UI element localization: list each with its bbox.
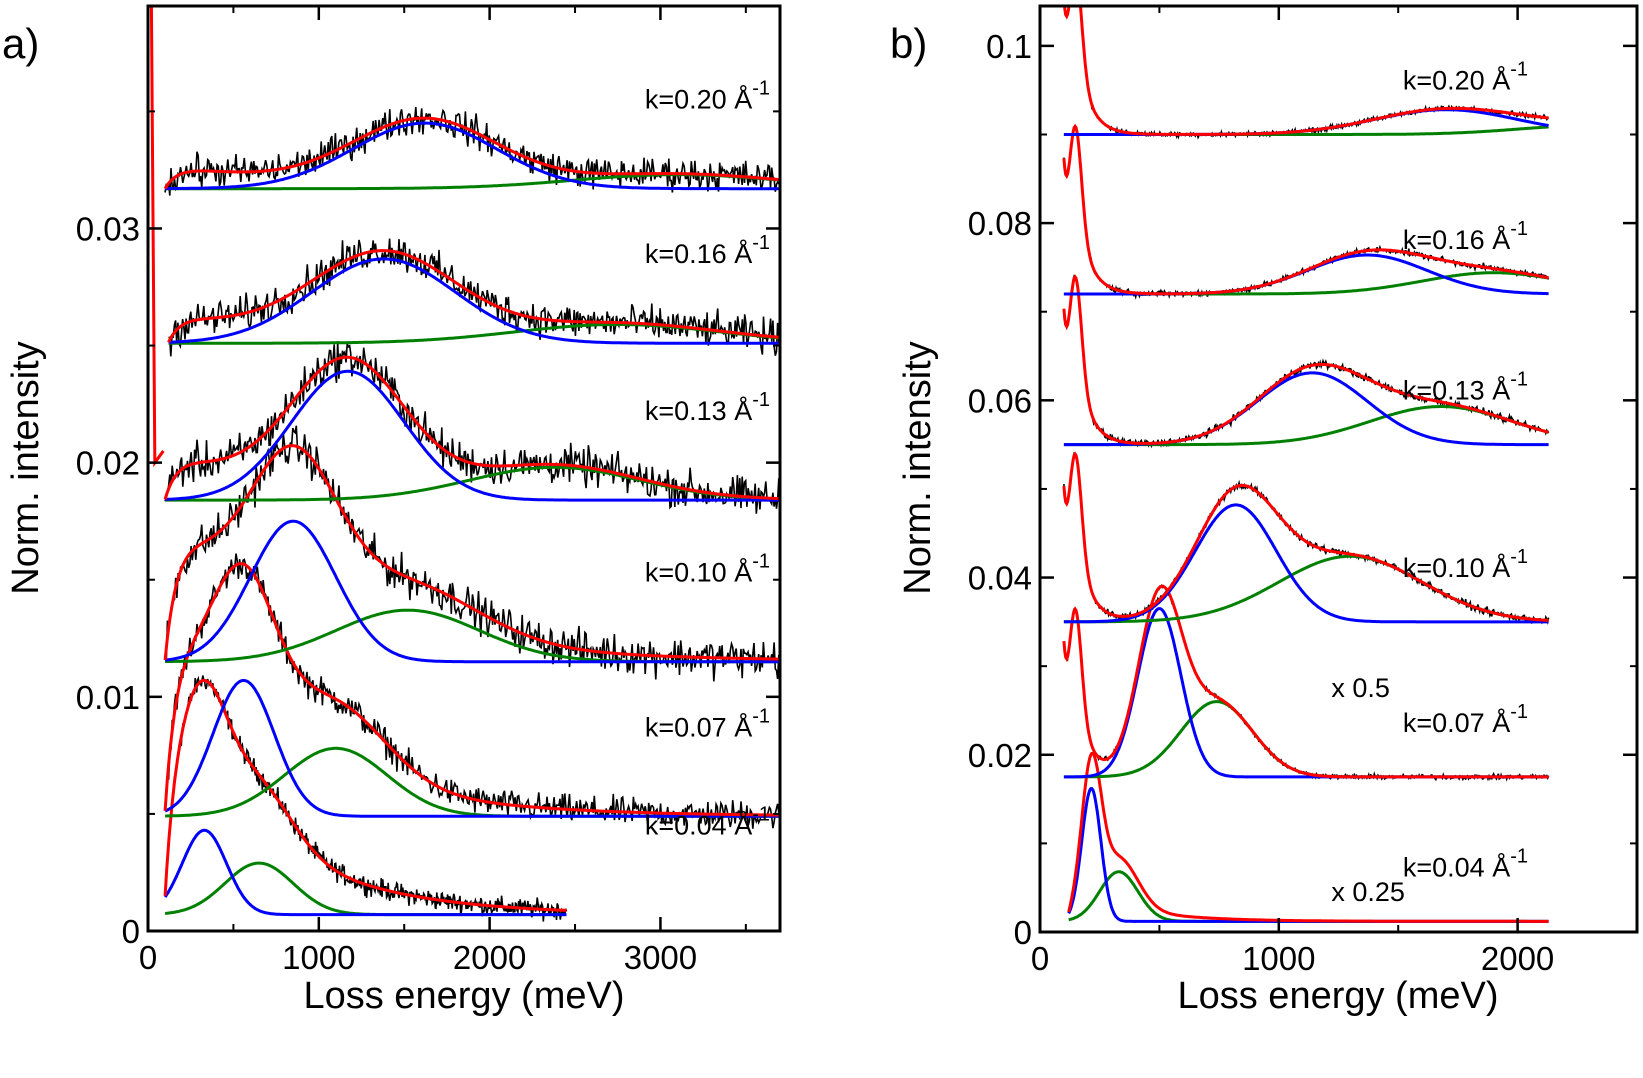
k-label: k=0.16 Å-1: [1403, 218, 1528, 255]
panel-b-ticks: 0 1000 2000 0 0.02 0.04 0.06 0.08 0.1: [968, 6, 1637, 977]
total-fit: [163, 562, 780, 817]
panel-b-curves: [1062, 6, 1550, 923]
k-label: k=0.20 Å-1: [1403, 58, 1528, 95]
k-label-exponent: -1: [1510, 369, 1528, 391]
k-label-exponent: -1: [1510, 701, 1528, 723]
k-label-exponent: -1: [752, 551, 770, 573]
k-label-exponent: -1: [752, 804, 770, 826]
panel-b-scale-annotations: x 0.25 x 0.5: [1331, 673, 1405, 907]
ytick-label: 0: [122, 913, 140, 950]
peak2-fit: [165, 608, 780, 664]
k-label: k=0.10 Å-1: [645, 551, 770, 588]
k-label-exponent: -1: [752, 705, 770, 727]
xtick-label: 2000: [453, 939, 526, 976]
panel-a-frame: [146, 4, 782, 933]
k-label: k=0.04 Å-1: [645, 804, 770, 841]
curve-group: [163, 675, 568, 922]
curve-group: [1062, 451, 1550, 625]
total-fit: [163, 355, 780, 501]
peak1-fit: [164, 519, 780, 664]
ytick-label: 0.1: [986, 28, 1032, 65]
k-label: k=0.13 Å-1: [645, 389, 770, 426]
ytick-label: 0.01: [76, 679, 140, 716]
total-fit: [163, 116, 780, 190]
k-label-exponent: -1: [752, 389, 770, 411]
curve-group: [1067, 751, 1549, 923]
curve-group: [163, 553, 780, 829]
k-label-exponent: -1: [752, 232, 770, 254]
total-fit: [167, 249, 780, 343]
k-label: k=0.07 Å-1: [645, 705, 770, 742]
ytick-label: 0.08: [968, 205, 1032, 242]
panel-a-k-labels: k=0.04 Å-1 k=0.07 Å-1 k=0.10 Å-1 k=0.13 Å-1…: [645, 78, 770, 841]
xtick-label: 0: [139, 939, 157, 976]
panel-a-ticks: 0 1000 2000 3000 0 0.01 0.02 0.03: [76, 6, 780, 976]
ytick-label: 0.02: [968, 737, 1032, 774]
total-fit: [163, 678, 567, 912]
panel-a-label: a): [2, 20, 39, 67]
xtick-label: 3000: [624, 939, 697, 976]
scale-annotation: x 0.25: [1331, 877, 1405, 907]
ytick-label: 0.06: [968, 382, 1032, 419]
ytick-label: 0.03: [76, 210, 140, 247]
peak1-fit: [163, 828, 567, 917]
curve-group: [1062, 274, 1550, 449]
total-fit: [1062, 451, 1549, 622]
ytick-label: 0.02: [76, 445, 140, 482]
total-fit: [1062, 584, 1549, 779]
peak1-fit: [165, 121, 780, 191]
panel-b-frame: [1038, 4, 1639, 934]
panel-b-ylabel: Norm. intensity: [897, 341, 939, 594]
k-label-exponent: -1: [752, 78, 770, 100]
peak1-fit: [165, 369, 780, 502]
k-label: k=0.10 Å-1: [1403, 546, 1528, 583]
curve-group: [163, 106, 780, 196]
xtick-label: 1000: [282, 939, 355, 976]
total-fit: [1067, 751, 1549, 923]
elastic-peak: [149, 6, 165, 468]
k-label-exponent: -1: [1510, 58, 1528, 80]
panel-a-ylabel: Norm. intensity: [5, 341, 47, 594]
curve-group: [1063, 6, 1549, 140]
panel-b-k-labels: k=0.04 Å-1 k=0.07 Å-1 k=0.10 Å-1 k=0.13 Å-1…: [1403, 58, 1528, 882]
panel-b: b) 0 1000 2000 0 0.02 0.04 0.06 0.08 0.1 k=0.04 …: [890, 4, 1639, 1017]
peak1-fit: [168, 257, 780, 345]
curve-group: [163, 341, 780, 514]
peak2-fit: [1063, 405, 1550, 447]
k-label: k=0.16 Å-1: [645, 232, 770, 269]
total-fit: [1063, 6, 1549, 136]
data-trace: [164, 341, 780, 514]
xtick-label: 1000: [1242, 940, 1315, 977]
peak1-fit: [1063, 607, 1549, 779]
xtick-label: 2000: [1481, 940, 1554, 977]
curve-group: [167, 238, 780, 357]
panel-b-xlabel: Loss energy (meV): [1177, 975, 1498, 1017]
ytick-label: 0.04: [968, 560, 1032, 597]
scale-annotation: x 0.5: [1331, 673, 1390, 703]
panel-a-xlabel: Loss energy (meV): [303, 975, 624, 1017]
panel-b-label: b): [890, 20, 927, 67]
k-label: k=0.13 Å-1: [1403, 369, 1528, 406]
total-fit: [1062, 274, 1550, 445]
ytick-label: 0: [1014, 914, 1032, 951]
k-label: k=0.04 Å-1: [1403, 845, 1528, 882]
peak2-fit: [1063, 271, 1549, 296]
k-label-exponent: -1: [1510, 218, 1528, 240]
panel-a-curves: [149, 6, 780, 922]
peak1-fit: [164, 679, 780, 818]
k-label: k=0.07 Å-1: [1403, 701, 1528, 738]
data-trace: [164, 106, 780, 196]
curve-group: [1062, 583, 1550, 782]
curve-group: [1062, 123, 1550, 300]
total-fit: [163, 444, 780, 661]
xtick-label: 0: [1031, 940, 1049, 977]
k-label-exponent: -1: [1510, 546, 1528, 568]
k-label: k=0.20 Å-1: [645, 78, 770, 115]
data-trace: [1063, 274, 1550, 449]
panel-a: a) 0 1000 2000 3000 0 0.01 0.02 0.03 k=0.04 Å-1…: [2, 4, 782, 1017]
total-fit: [1062, 123, 1549, 296]
k-label-exponent: -1: [1510, 845, 1528, 867]
